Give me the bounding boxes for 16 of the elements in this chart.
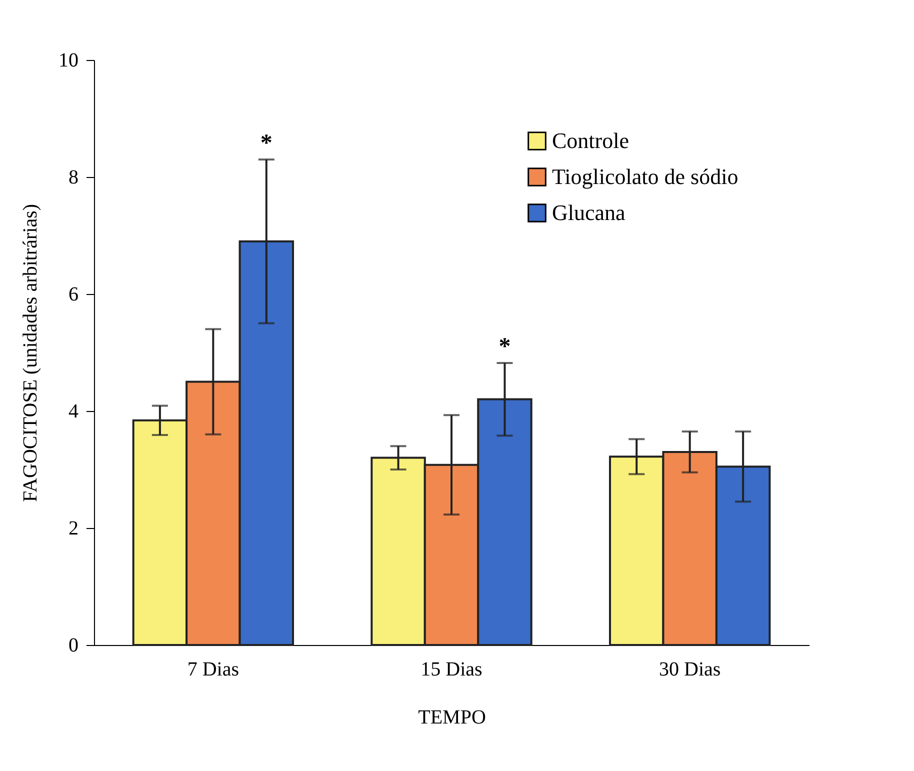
- y-tick-label: 6: [68, 284, 78, 306]
- legend-label: Glucana: [552, 200, 626, 225]
- legend-label: Tioglicolato de sódio: [552, 164, 738, 189]
- annotation: *: [260, 130, 272, 156]
- annotation: *: [498, 334, 511, 360]
- x-tick-label: 15 Dias: [420, 658, 483, 680]
- y-axis-title: FAGOCITOSE (unidades arbitrárias): [20, 204, 42, 502]
- legend-label: Controle: [552, 128, 629, 153]
- y-tick-label: 0: [68, 634, 78, 656]
- y-tick-label: 4: [68, 400, 78, 422]
- x-axis-title: TEMPO: [418, 706, 486, 728]
- y-tick-label: 10: [58, 50, 78, 72]
- y-tick-label: 2: [68, 518, 78, 540]
- x-tick-label: 7 Dias: [187, 658, 240, 680]
- y-tick-label: 8: [68, 166, 78, 188]
- x-tick-label: 30 Dias: [658, 658, 721, 680]
